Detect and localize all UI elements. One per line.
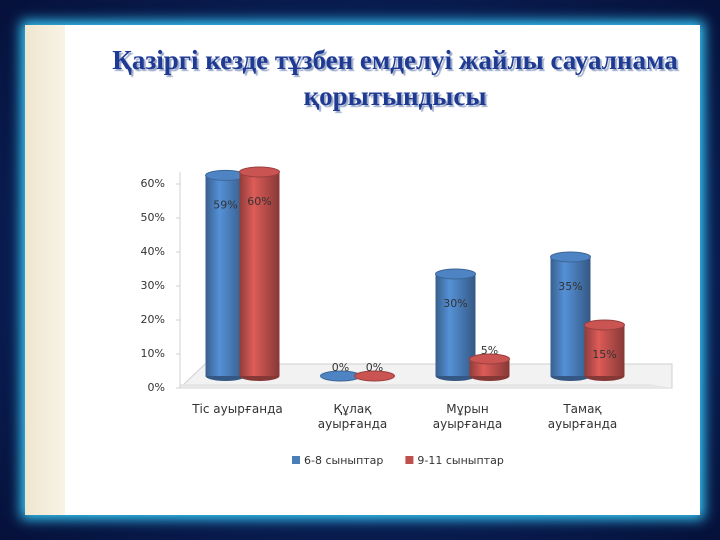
value-label: 0% (332, 361, 349, 374)
bar (435, 268, 476, 381)
bar-body (435, 274, 476, 376)
bar-top (354, 370, 395, 382)
bar-top (550, 251, 591, 263)
value-label: 30% (443, 297, 467, 310)
x-tick-label: Мұрын ауырғанда (432, 402, 503, 431)
bar-body (239, 172, 280, 376)
bar (205, 169, 246, 381)
x-tick-label: Тіс ауырғанда (192, 402, 283, 416)
y-tick-label: 10% (141, 347, 165, 360)
y-tick-label: 50% (141, 211, 165, 224)
decor-strip (25, 25, 65, 515)
bar-top (435, 268, 476, 280)
y-tick-label: 0% (148, 381, 165, 394)
bar-body (205, 175, 246, 376)
y-tick-label: 30% (141, 279, 165, 292)
bar (584, 319, 625, 381)
value-label: 35% (558, 280, 582, 293)
value-label: 0% (366, 361, 383, 374)
bar (354, 370, 395, 382)
bar-body (584, 325, 625, 376)
legend-swatch (405, 456, 414, 464)
bar-top (584, 319, 625, 331)
chart-title: Қазіргі кезде тұзбен емделуі жайлы сауал… (112, 45, 678, 111)
value-label: 15% (592, 348, 616, 361)
x-tick-label: Құлақ ауырғанда (317, 402, 388, 431)
y-tick-label: 20% (141, 313, 165, 326)
bar-top (239, 166, 280, 178)
y-tick-label: 40% (141, 245, 165, 258)
bar (550, 251, 591, 381)
bar (469, 353, 510, 381)
y-tick-label: 60% (141, 177, 165, 190)
bar (239, 166, 280, 381)
value-label: 60% (247, 195, 271, 208)
x-tick-label: Тамақ ауырғанда (547, 402, 618, 431)
legend-label: 6-8 сыныптар (304, 454, 383, 467)
floor-edge (180, 384, 672, 388)
value-label: 59% (213, 198, 237, 211)
bar-body (550, 257, 591, 376)
bar-top (469, 353, 510, 365)
value-label: 5% (481, 344, 498, 357)
legend-label: 9-11 сыныптар (417, 454, 503, 467)
legend-swatch (292, 456, 300, 464)
